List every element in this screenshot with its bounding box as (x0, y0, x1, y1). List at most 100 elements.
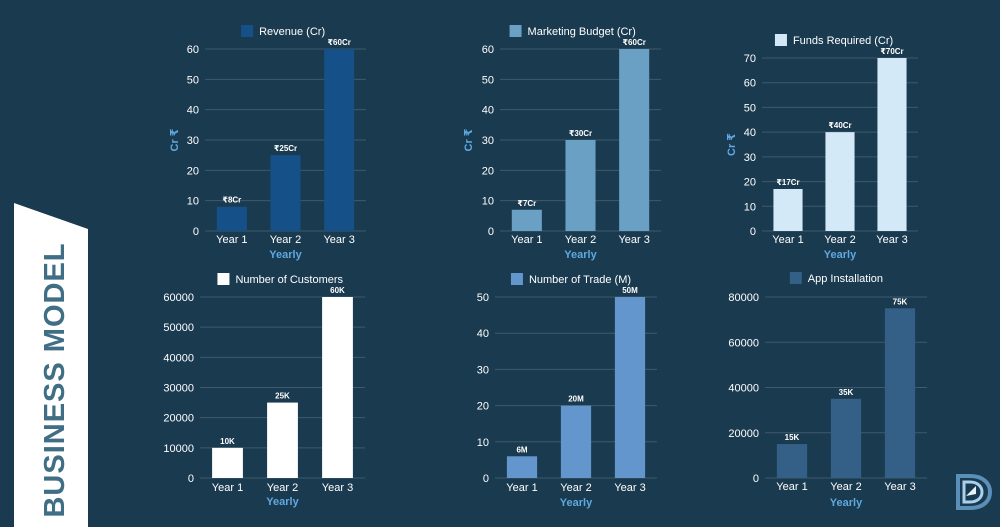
chart-1: 0 10 20 30 40 50 60 ₹8Cr Year 1 ₹25Cr Year 2 ₹60Cr Y… (169, 25, 366, 261)
y-tick-label: 0 (483, 473, 489, 485)
y-tick-label: 30 (482, 135, 494, 147)
x-axis-title: Yearly (830, 497, 863, 509)
data-label: 60K (330, 286, 345, 295)
bar-year-3 (614, 297, 646, 478)
chart-2: 0 10 20 30 40 50 60 ₹7Cr Year 1 ₹30Cr Year 2 ₹60Cr Y… (463, 25, 661, 261)
y-tick-label: 60 (482, 44, 494, 56)
x-tick-label: Year 3 (323, 234, 354, 246)
x-tick-label: Year 1 (776, 481, 807, 493)
x-axis-title: Yearly (564, 249, 597, 261)
chart-5: 0 10 20 30 40 50 6M Year 1 20M Year 2 50M Year 3 Yea… (477, 273, 657, 509)
legend-label: Number of Customers (235, 274, 343, 286)
y-tick-label: 10 (187, 196, 199, 208)
x-tick-label: Year 1 (506, 482, 537, 494)
data-label: 15K (785, 433, 800, 442)
y-tick-label: 20000 (728, 428, 759, 440)
legend-swatch (774, 34, 787, 46)
bar-year-2 (270, 155, 301, 231)
y-tick-label: 20 (187, 165, 199, 177)
data-label: ₹7Cr (517, 199, 536, 208)
x-tick-label: Year 2 (824, 234, 855, 246)
data-label: 35K (839, 388, 854, 397)
legend-label: Marketing Budget (Cr) (528, 26, 636, 38)
data-label: ₹30Cr (569, 129, 592, 138)
y-tick-label: 0 (753, 473, 759, 485)
side-banner: BUSINESS MODEL (14, 203, 88, 527)
legend-swatch (241, 25, 254, 37)
data-label: ₹40Cr (828, 121, 851, 130)
y-tick-label: 0 (488, 226, 494, 238)
y-tick-label: 20000 (163, 413, 194, 425)
chart-4: 0 10000 20000 30000 40000 50000 60000 10K Year 1… (163, 273, 365, 508)
y-tick-label: 50 (482, 74, 494, 86)
x-tick-label: Year 1 (216, 234, 247, 246)
bar-year-2 (825, 132, 855, 231)
x-tick-label: Year 3 (618, 234, 649, 246)
x-tick-label: Year 2 (270, 234, 301, 246)
y-tick-label: 40 (477, 328, 489, 340)
bar-year-1 (773, 188, 803, 231)
x-axis-title: Yearly (560, 497, 593, 509)
banner-title: BUSINESS MODEL (39, 242, 71, 517)
y-tick-label: 30 (187, 135, 199, 147)
bar-year-1 (212, 447, 243, 478)
x-axis-title: Yearly (266, 496, 299, 508)
x-tick-label: Year 3 (884, 481, 915, 493)
x-tick-label: Year 3 (614, 482, 645, 494)
bar-year-3 (877, 58, 907, 231)
legend-label: Revenue (Cr) (259, 26, 325, 38)
y-tick-label: 40000 (163, 352, 194, 364)
legend-swatch (509, 25, 522, 37)
bar-year-3 (324, 49, 355, 231)
x-tick-label: Year 3 (876, 234, 907, 246)
y-tick-label: 30 (744, 152, 756, 164)
bar-year-3 (619, 49, 650, 231)
bar-year-1 (776, 444, 808, 478)
y-tick-label: 80000 (728, 292, 759, 304)
y-tick-label: 20 (477, 401, 489, 413)
y-axis-title: Cr ₹ (169, 128, 181, 151)
data-label: ₹17Cr (776, 178, 799, 187)
y-tick-label: 10 (477, 437, 489, 449)
bar-year-2 (565, 140, 596, 231)
y-tick-label: 20 (744, 177, 756, 189)
y-tick-label: 0 (193, 226, 199, 238)
y-tick-label: 40000 (728, 383, 759, 395)
y-tick-label: 50 (744, 102, 756, 114)
y-tick-label: 60000 (728, 337, 759, 349)
data-label: ₹8Cr (222, 196, 241, 205)
data-label: 50M (622, 286, 638, 295)
bar-year-2 (560, 405, 592, 478)
x-tick-label: Year 2 (560, 482, 591, 494)
y-tick-label: 10 (482, 196, 494, 208)
y-tick-label: 60000 (163, 292, 194, 304)
y-axis-title: Cr ₹ (463, 128, 475, 151)
bar-year-1 (216, 206, 247, 231)
bar-year-3 (322, 297, 353, 478)
y-tick-label: 50 (477, 292, 489, 304)
y-tick-label: 50000 (163, 322, 194, 334)
chart-3: 0 10 20 30 40 50 60 70 ₹17Cr Year 1 ₹40Cr Year 2 ₹70… (726, 34, 918, 261)
data-label: 75K (893, 297, 908, 306)
y-tick-label: 0 (188, 473, 194, 485)
legend-swatch (510, 273, 523, 285)
x-tick-label: Year 3 (322, 482, 353, 494)
y-tick-label: 30 (477, 364, 489, 376)
y-tick-label: 40 (187, 105, 199, 117)
y-tick-label: 40 (482, 105, 494, 117)
data-label: ₹60Cr (327, 38, 350, 47)
data-label: ₹25Cr (274, 144, 297, 153)
data-label: ₹60Cr (622, 38, 645, 47)
legend-label: Funds Required (Cr) (793, 35, 893, 47)
y-tick-label: 60 (744, 78, 756, 90)
y-tick-label: 10000 (163, 443, 194, 455)
bar-year-3 (884, 308, 916, 478)
x-axis-title: Yearly (269, 249, 302, 261)
x-tick-label: Year 2 (267, 482, 298, 494)
y-axis-title: Cr ₹ (726, 133, 738, 156)
x-tick-label: Year 1 (772, 234, 803, 246)
y-tick-label: 50 (187, 74, 199, 86)
y-tick-label: 70 (744, 53, 756, 65)
